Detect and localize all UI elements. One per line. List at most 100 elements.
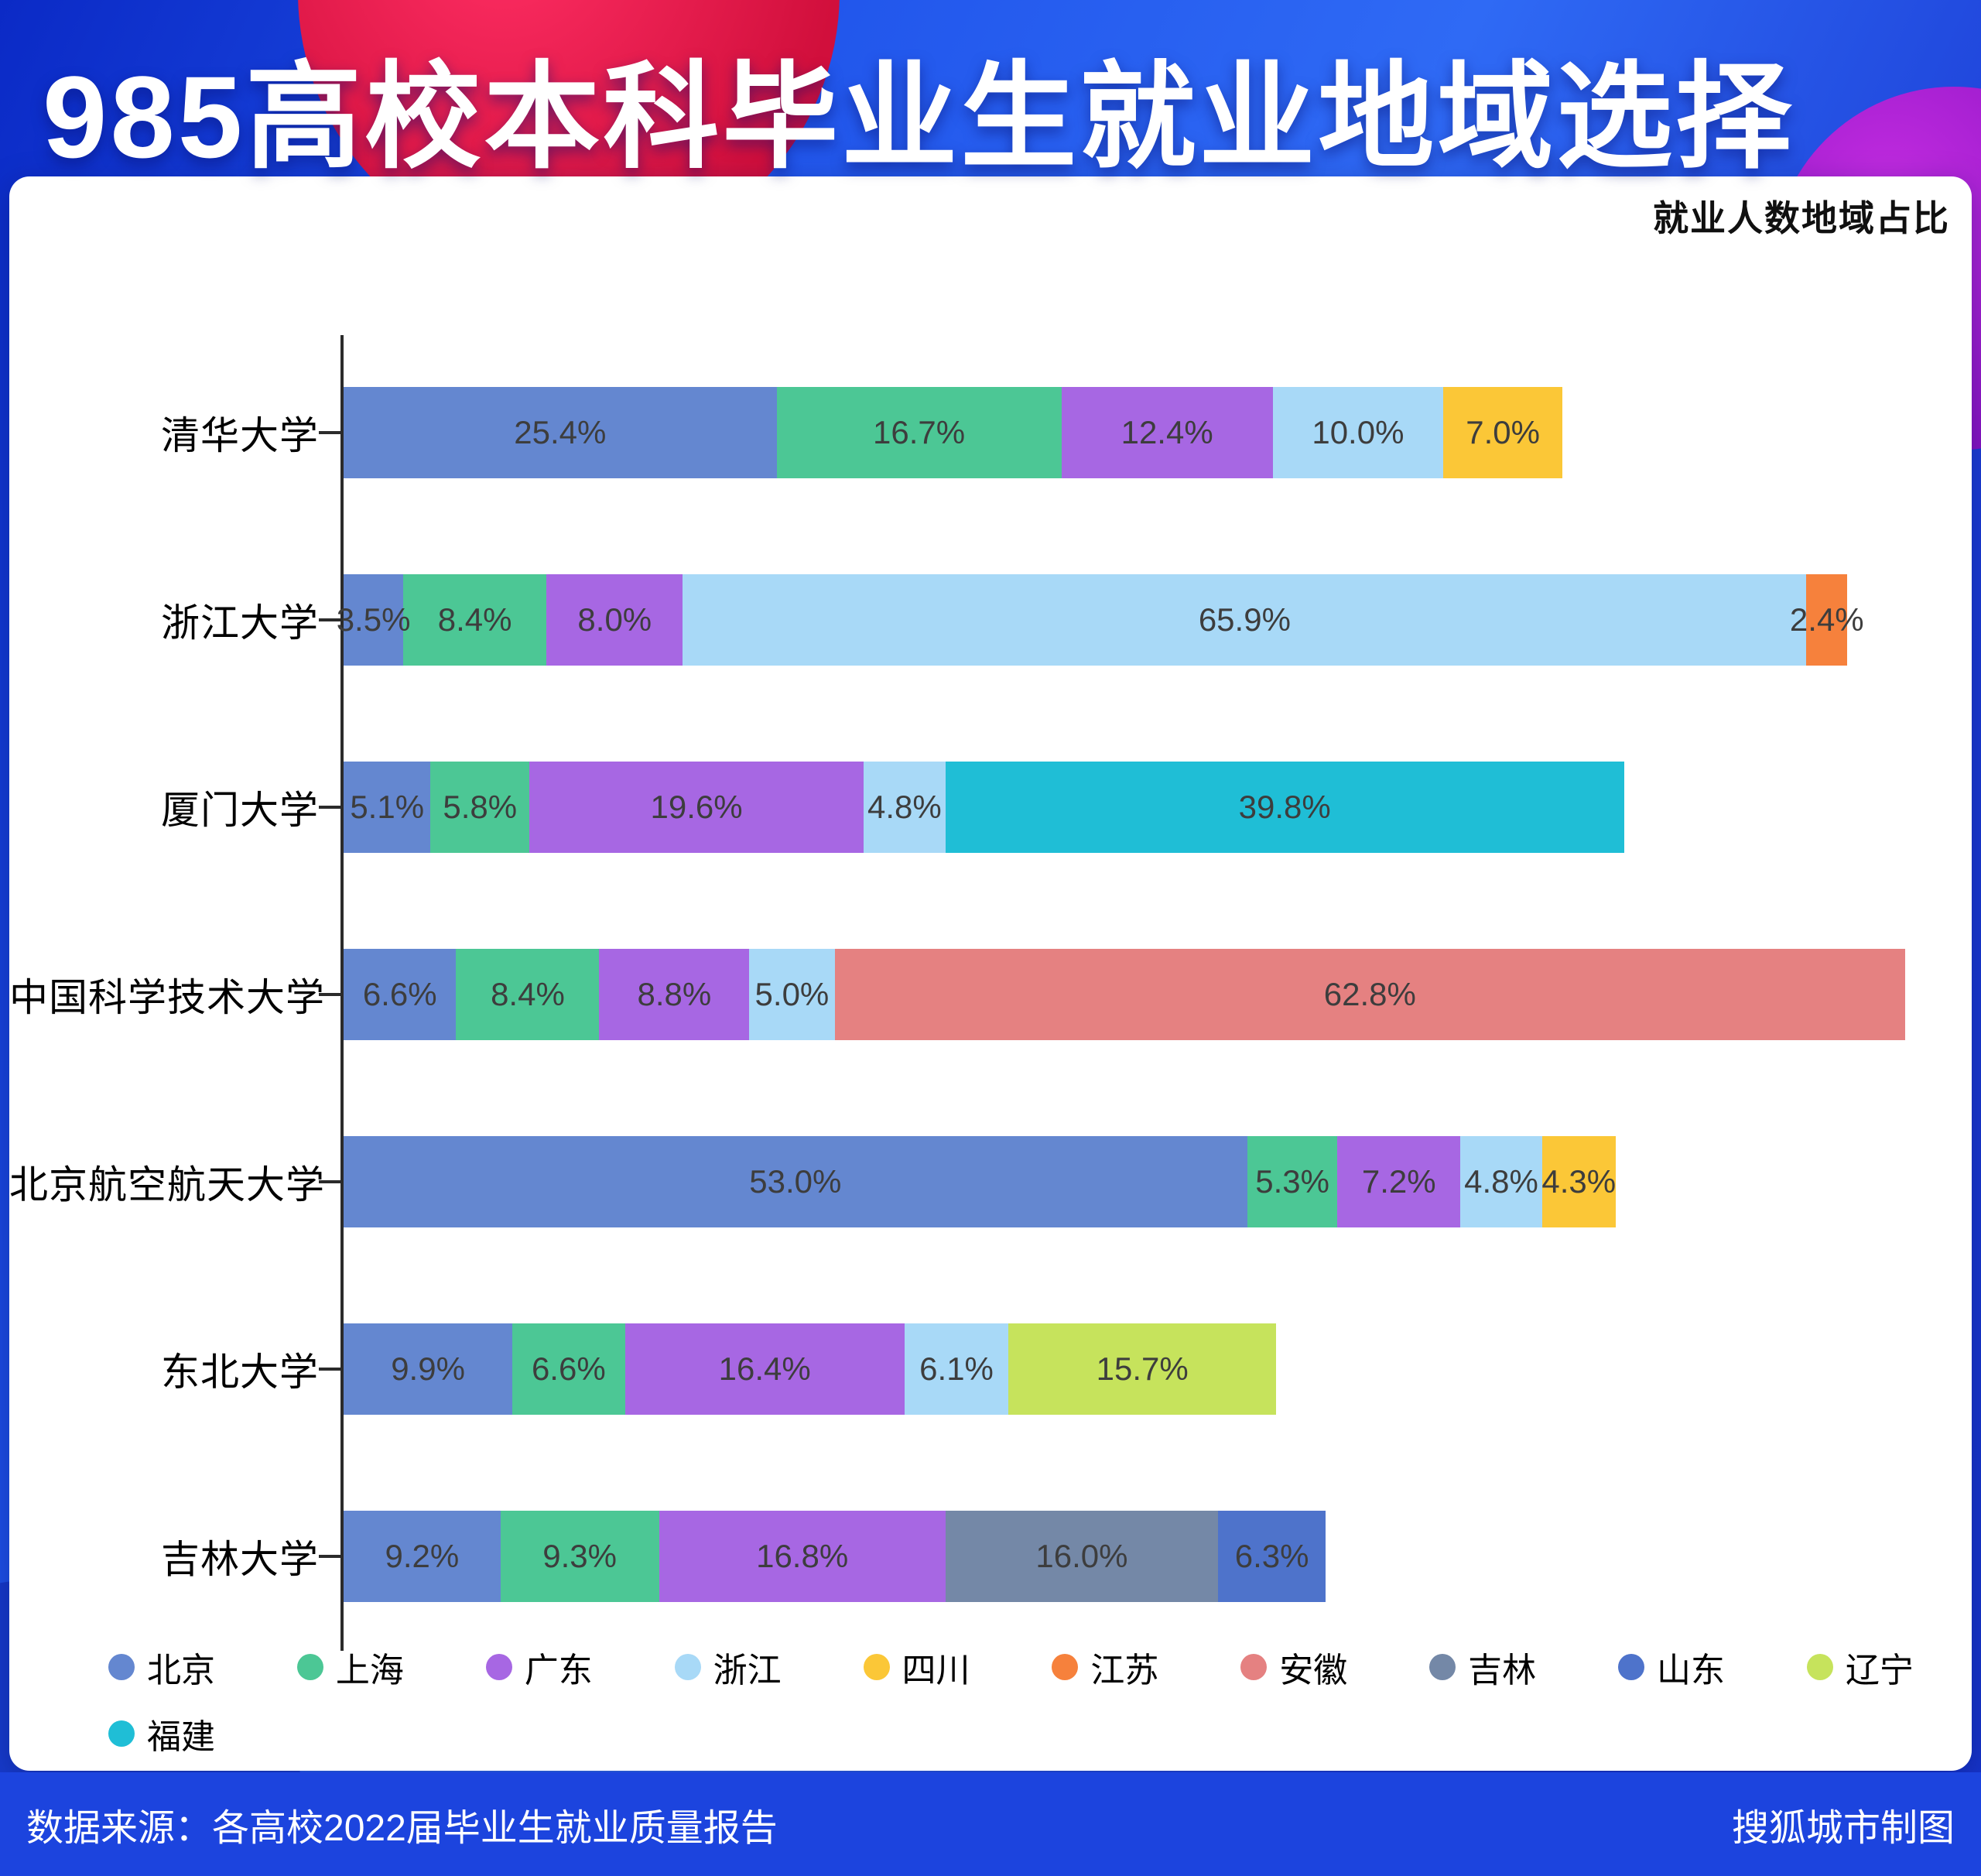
segment-value: 12.4% xyxy=(1121,414,1213,450)
segment-value: 6.6% xyxy=(531,1351,606,1387)
bar-segment-北京: 5.1% xyxy=(344,762,431,853)
bar-segment-安徽: 62.8% xyxy=(834,949,1906,1040)
bar-segment-北京: 53.0% xyxy=(344,1136,1247,1227)
legend-dot xyxy=(296,1654,323,1680)
segment-value: 9.9% xyxy=(391,1351,465,1387)
chart-row: 吉林大学 9.2% 9.3% 16.8% 16.0% 6.3% xyxy=(9,1463,1929,1650)
segment-value: 16.0% xyxy=(1035,1538,1128,1574)
legend-item-吉林: 吉林 xyxy=(1429,1642,1536,1692)
axis-tick xyxy=(319,431,340,434)
stacked-bar: 53.0% 5.3% 7.2% 4.8% 4.3% xyxy=(344,1136,1929,1227)
segment-value: 39.8% xyxy=(1238,789,1331,825)
chart-row: 中国科学技术大学 6.6% 8.4% 8.8% 5.0% 62.8% xyxy=(9,901,1929,1088)
segment-value: 5.8% xyxy=(443,789,518,825)
bar-segment-广东: 16.4% xyxy=(624,1323,905,1415)
bar-segment-吉林: 16.0% xyxy=(945,1511,1219,1602)
bar-segment-北京: 9.2% xyxy=(344,1511,501,1602)
stacked-bar: 3.5% 8.4% 8.0% 65.9% 2.4% xyxy=(337,574,1929,666)
segment-value: 3.5% xyxy=(336,601,411,638)
legend-label: 福建 xyxy=(147,1718,215,1756)
legend-item-四川: 四川 xyxy=(863,1642,970,1692)
axis-tick xyxy=(319,806,340,809)
legend-dot xyxy=(108,1720,135,1747)
university-label: 东北大学 xyxy=(161,1351,319,1394)
segment-value: 8.8% xyxy=(637,976,712,1012)
bar-segment-江苏: 2.4% xyxy=(1790,574,1864,666)
bar-segment-北京: 6.6% xyxy=(344,949,457,1040)
segment-value: 8.4% xyxy=(437,601,512,638)
segment-value: 6.3% xyxy=(1234,1538,1309,1574)
chart-row: 厦门大学 5.1% 5.8% 19.6% 4.8% 39.8% xyxy=(9,714,1929,901)
chart-caption: 就业人数地域占比 xyxy=(1653,198,1950,238)
stacked-bar: 25.4% 16.7% 12.4% 10.0% 7.0% xyxy=(344,387,1929,478)
legend-label: 江苏 xyxy=(1090,1652,1159,1689)
bar-segment-福建: 39.8% xyxy=(945,762,1624,853)
segment-value: 4.8% xyxy=(1464,1163,1538,1200)
legend-dot xyxy=(1240,1654,1268,1680)
bar-segment-上海: 16.7% xyxy=(776,387,1062,478)
bar-segment-四川: 7.0% xyxy=(1443,387,1563,478)
segment-value: 6.6% xyxy=(362,976,437,1012)
bar-segment-上海: 5.8% xyxy=(430,762,530,853)
segment-value: 8.4% xyxy=(491,976,565,1012)
legend-item-上海: 上海 xyxy=(296,1642,404,1692)
segment-value: 5.1% xyxy=(350,789,425,825)
legend-dot xyxy=(674,1654,701,1680)
axis-tick xyxy=(319,1555,340,1558)
university-label: 吉林大学 xyxy=(161,1538,319,1581)
legend-label: 吉林 xyxy=(1468,1652,1537,1689)
legend-label: 山东 xyxy=(1657,1652,1725,1689)
bar-segment-浙江: 10.0% xyxy=(1272,387,1444,478)
stacked-bar: 6.6% 8.4% 8.8% 5.0% 62.8% xyxy=(344,949,1929,1040)
bar-segment-广东: 19.6% xyxy=(529,762,864,853)
axis-tick xyxy=(319,993,340,996)
page-title: 985高校本科毕业生就业地域选择 xyxy=(43,52,1795,182)
university-label: 中国科学技术大学 xyxy=(9,976,325,1019)
chart-row: 浙江大学 3.5% 8.4% 8.0% 65.9% 2.4% xyxy=(9,526,1929,714)
segment-value: 4.8% xyxy=(867,789,942,825)
legend-item-辽宁: 辽宁 xyxy=(1806,1642,1914,1692)
header-banner: 985高校本科毕业生就业地域选择 xyxy=(0,0,1981,182)
university-label: 北京航空航天大学 xyxy=(9,1163,325,1207)
axis-tick xyxy=(319,1368,340,1371)
legend-row-2: 福建 xyxy=(108,1709,1914,1758)
legend-dot xyxy=(485,1654,512,1680)
footer-source: 数据来源：各高校2022届毕业生就业质量报告 xyxy=(26,1808,778,1849)
legend-dot xyxy=(1052,1654,1079,1680)
chart-row: 北京航空航天大学 53.0% 5.3% 7.2% 4.8% 4.3% xyxy=(9,1088,1929,1275)
bar-segment-浙江: 4.8% xyxy=(1460,1136,1542,1227)
legend-row-1: 北京 上海 广东 浙江 四川 江苏 安徽 吉林 山东 辽宁 xyxy=(108,1642,1914,1692)
university-label: 清华大学 xyxy=(161,414,319,457)
bar-segment-山东: 6.3% xyxy=(1218,1511,1326,1602)
segment-value: 4.3% xyxy=(1541,1163,1617,1200)
legend-item-安徽: 安徽 xyxy=(1240,1642,1347,1692)
university-label: 厦门大学 xyxy=(161,789,319,832)
segment-value: 5.3% xyxy=(1255,1163,1329,1200)
segment-value: 6.1% xyxy=(919,1351,994,1387)
legend-label: 辽宁 xyxy=(1845,1652,1914,1689)
axis-tick xyxy=(319,1180,340,1183)
segment-value: 25.4% xyxy=(514,414,607,450)
legend-item-山东: 山东 xyxy=(1618,1642,1725,1692)
bar-segment-上海: 8.4% xyxy=(403,574,547,666)
bar-segment-四川: 4.3% xyxy=(1541,1136,1617,1227)
y-axis-line xyxy=(340,335,344,1651)
legend-label: 北京 xyxy=(147,1652,215,1689)
university-label: 浙江大学 xyxy=(161,601,319,645)
bar-segment-广东: 8.8% xyxy=(599,949,750,1040)
segment-value: 7.2% xyxy=(1361,1163,1436,1200)
bar-segment-浙江: 4.8% xyxy=(863,762,946,853)
segment-value: 2.4% xyxy=(1789,601,1864,638)
segment-value: 9.3% xyxy=(542,1538,617,1574)
segment-value: 7.0% xyxy=(1466,414,1541,450)
stacked-bar: 9.2% 9.3% 16.8% 16.0% 6.3% xyxy=(344,1511,1929,1602)
segment-value: 53.0% xyxy=(749,1163,842,1200)
chart-rows: 清华大学 25.4% 16.7% 12.4% 10.0% 7.0% 浙江大学 3.5% 8.4%… xyxy=(9,339,1929,1650)
legend-label: 安徽 xyxy=(1279,1652,1348,1689)
segment-value: 62.8% xyxy=(1323,976,1416,1012)
footer-credit: 搜狐城市制图 xyxy=(1731,1808,1955,1849)
chart-row: 东北大学 9.9% 6.6% 16.4% 6.1% 15.7% xyxy=(9,1275,1929,1463)
chart-legend: 北京 上海 广东 浙江 四川 江苏 安徽 吉林 山东 辽宁 福建 xyxy=(108,1625,1914,1758)
segment-value: 8.0% xyxy=(577,601,652,638)
bar-segment-广东: 8.0% xyxy=(546,574,683,666)
